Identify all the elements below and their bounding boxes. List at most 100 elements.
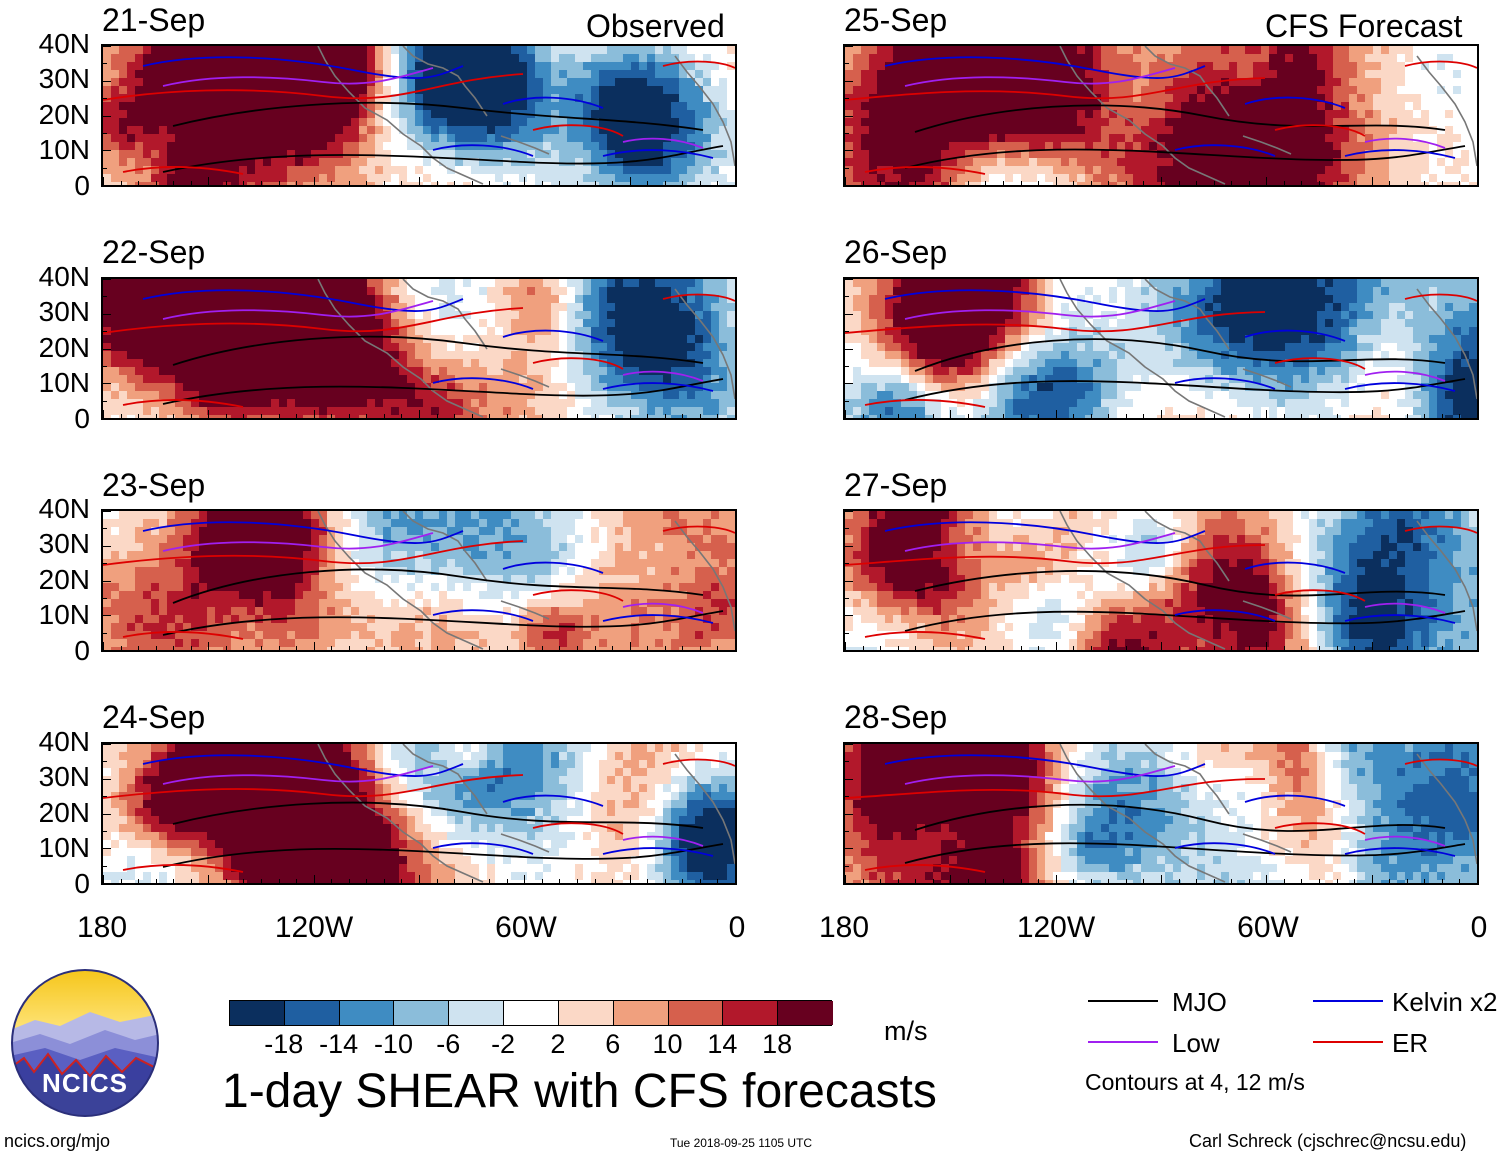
colorbar-tick-label: 2 — [550, 1029, 566, 1059]
contour-line — [904, 532, 1446, 614]
axis-tick — [1090, 879, 1092, 883]
axis-tick — [612, 414, 614, 418]
axis-tick — [103, 848, 111, 850]
site-link[interactable]: ncics.org/mjo — [4, 1131, 111, 1151]
axis-tick — [845, 185, 853, 186]
axis-tick — [419, 410, 420, 418]
axis-tick — [664, 879, 666, 883]
axis-tick — [1266, 177, 1268, 185]
axis-tick — [436, 414, 438, 418]
axis-tick — [1389, 646, 1391, 650]
axis-tick — [471, 181, 473, 185]
axis-tick — [559, 181, 561, 185]
axis-tick — [845, 796, 849, 798]
axis-tick — [401, 879, 403, 883]
axis-tick — [120, 181, 122, 185]
lon-label: 180 — [818, 911, 870, 944]
axis-tick — [208, 177, 210, 185]
lon-label: 0 — [1470, 911, 1488, 944]
axis-tick — [577, 414, 578, 418]
axis-tick — [155, 879, 157, 883]
axis-tick — [845, 115, 853, 117]
axis-tick — [932, 879, 934, 883]
axis-tick — [1178, 414, 1180, 418]
axis-tick — [1266, 642, 1268, 650]
axis-tick — [208, 410, 210, 418]
axis-tick — [103, 63, 107, 65]
axis-tick — [1020, 181, 1022, 185]
axis-tick — [594, 879, 596, 883]
axis-tick — [664, 181, 666, 185]
axis-tick — [103, 150, 111, 152]
axis-tick — [1248, 646, 1250, 650]
axis-tick — [1090, 646, 1092, 650]
shear-field — [103, 511, 735, 650]
axis-tick — [1406, 879, 1408, 883]
shear-field — [845, 744, 1477, 883]
axis-tick — [1336, 181, 1338, 185]
axis-tick — [261, 414, 262, 418]
axis-tick — [261, 646, 262, 650]
axis-tick — [190, 181, 192, 185]
colorbar — [229, 1000, 833, 1026]
axis-tick — [1336, 646, 1338, 650]
contour-line — [162, 532, 704, 614]
axis-tick — [577, 879, 578, 883]
timestamp: Tue 2018-09-25 1105 UTC — [670, 1136, 813, 1150]
axis-tick — [541, 414, 543, 418]
lat-label: 20N — [38, 99, 90, 130]
lon-label: 120W — [1016, 911, 1096, 944]
axis-tick — [1389, 181, 1391, 185]
axis-tick — [1213, 646, 1215, 650]
coastline — [317, 46, 735, 185]
axis-tick — [1371, 875, 1373, 883]
axis-tick — [436, 879, 438, 883]
contour-line — [904, 570, 1466, 632]
axis-tick — [559, 646, 561, 650]
axis-tick — [1319, 414, 1320, 418]
ncics-logo-icon — [11, 969, 159, 1117]
contour-line — [142, 56, 714, 159]
lon-label: 60W — [1237, 911, 1299, 944]
lat-label: 40N — [38, 28, 90, 59]
axis-tick — [103, 597, 107, 599]
colorbar-swatch — [778, 1001, 833, 1025]
legend-er-line — [1313, 1041, 1383, 1043]
axis-tick — [471, 646, 473, 650]
axis-tick — [436, 181, 438, 185]
colorbar-tick-label: -2 — [491, 1029, 516, 1059]
map-panel-7 — [843, 509, 1479, 652]
axis-tick — [541, 181, 543, 185]
axis-tick — [845, 63, 849, 65]
axis-tick — [225, 879, 227, 883]
axis-tick — [950, 177, 952, 185]
axis-tick — [647, 879, 649, 883]
map-panel-4 — [101, 742, 737, 885]
axis-tick — [699, 879, 701, 883]
axis-tick — [1354, 414, 1356, 418]
axis-tick — [401, 414, 403, 418]
axis-tick — [1073, 879, 1075, 883]
axis-tick — [1406, 646, 1408, 650]
axis-tick — [845, 875, 846, 883]
axis-tick — [1073, 181, 1075, 185]
axis-tick — [1424, 646, 1426, 650]
axis-tick — [845, 830, 849, 832]
axis-tick — [1161, 410, 1162, 418]
axis-tick — [331, 181, 333, 185]
axis-tick — [103, 761, 107, 763]
panel-date-2: 22-Sep — [102, 234, 206, 270]
axis-tick — [225, 646, 227, 650]
axis-tick — [845, 883, 853, 884]
colorbar-swatch — [230, 1001, 285, 1025]
axis-tick — [1003, 414, 1004, 418]
axis-tick — [155, 181, 157, 185]
axis-tick — [845, 150, 853, 152]
axis-tick — [1213, 879, 1215, 883]
axis-tick — [1424, 414, 1426, 418]
axis-tick — [1354, 181, 1356, 185]
contour-line — [103, 293, 735, 408]
axis-tick — [1196, 414, 1198, 418]
contour-line — [103, 525, 735, 640]
lat-label: 20N — [38, 797, 90, 828]
